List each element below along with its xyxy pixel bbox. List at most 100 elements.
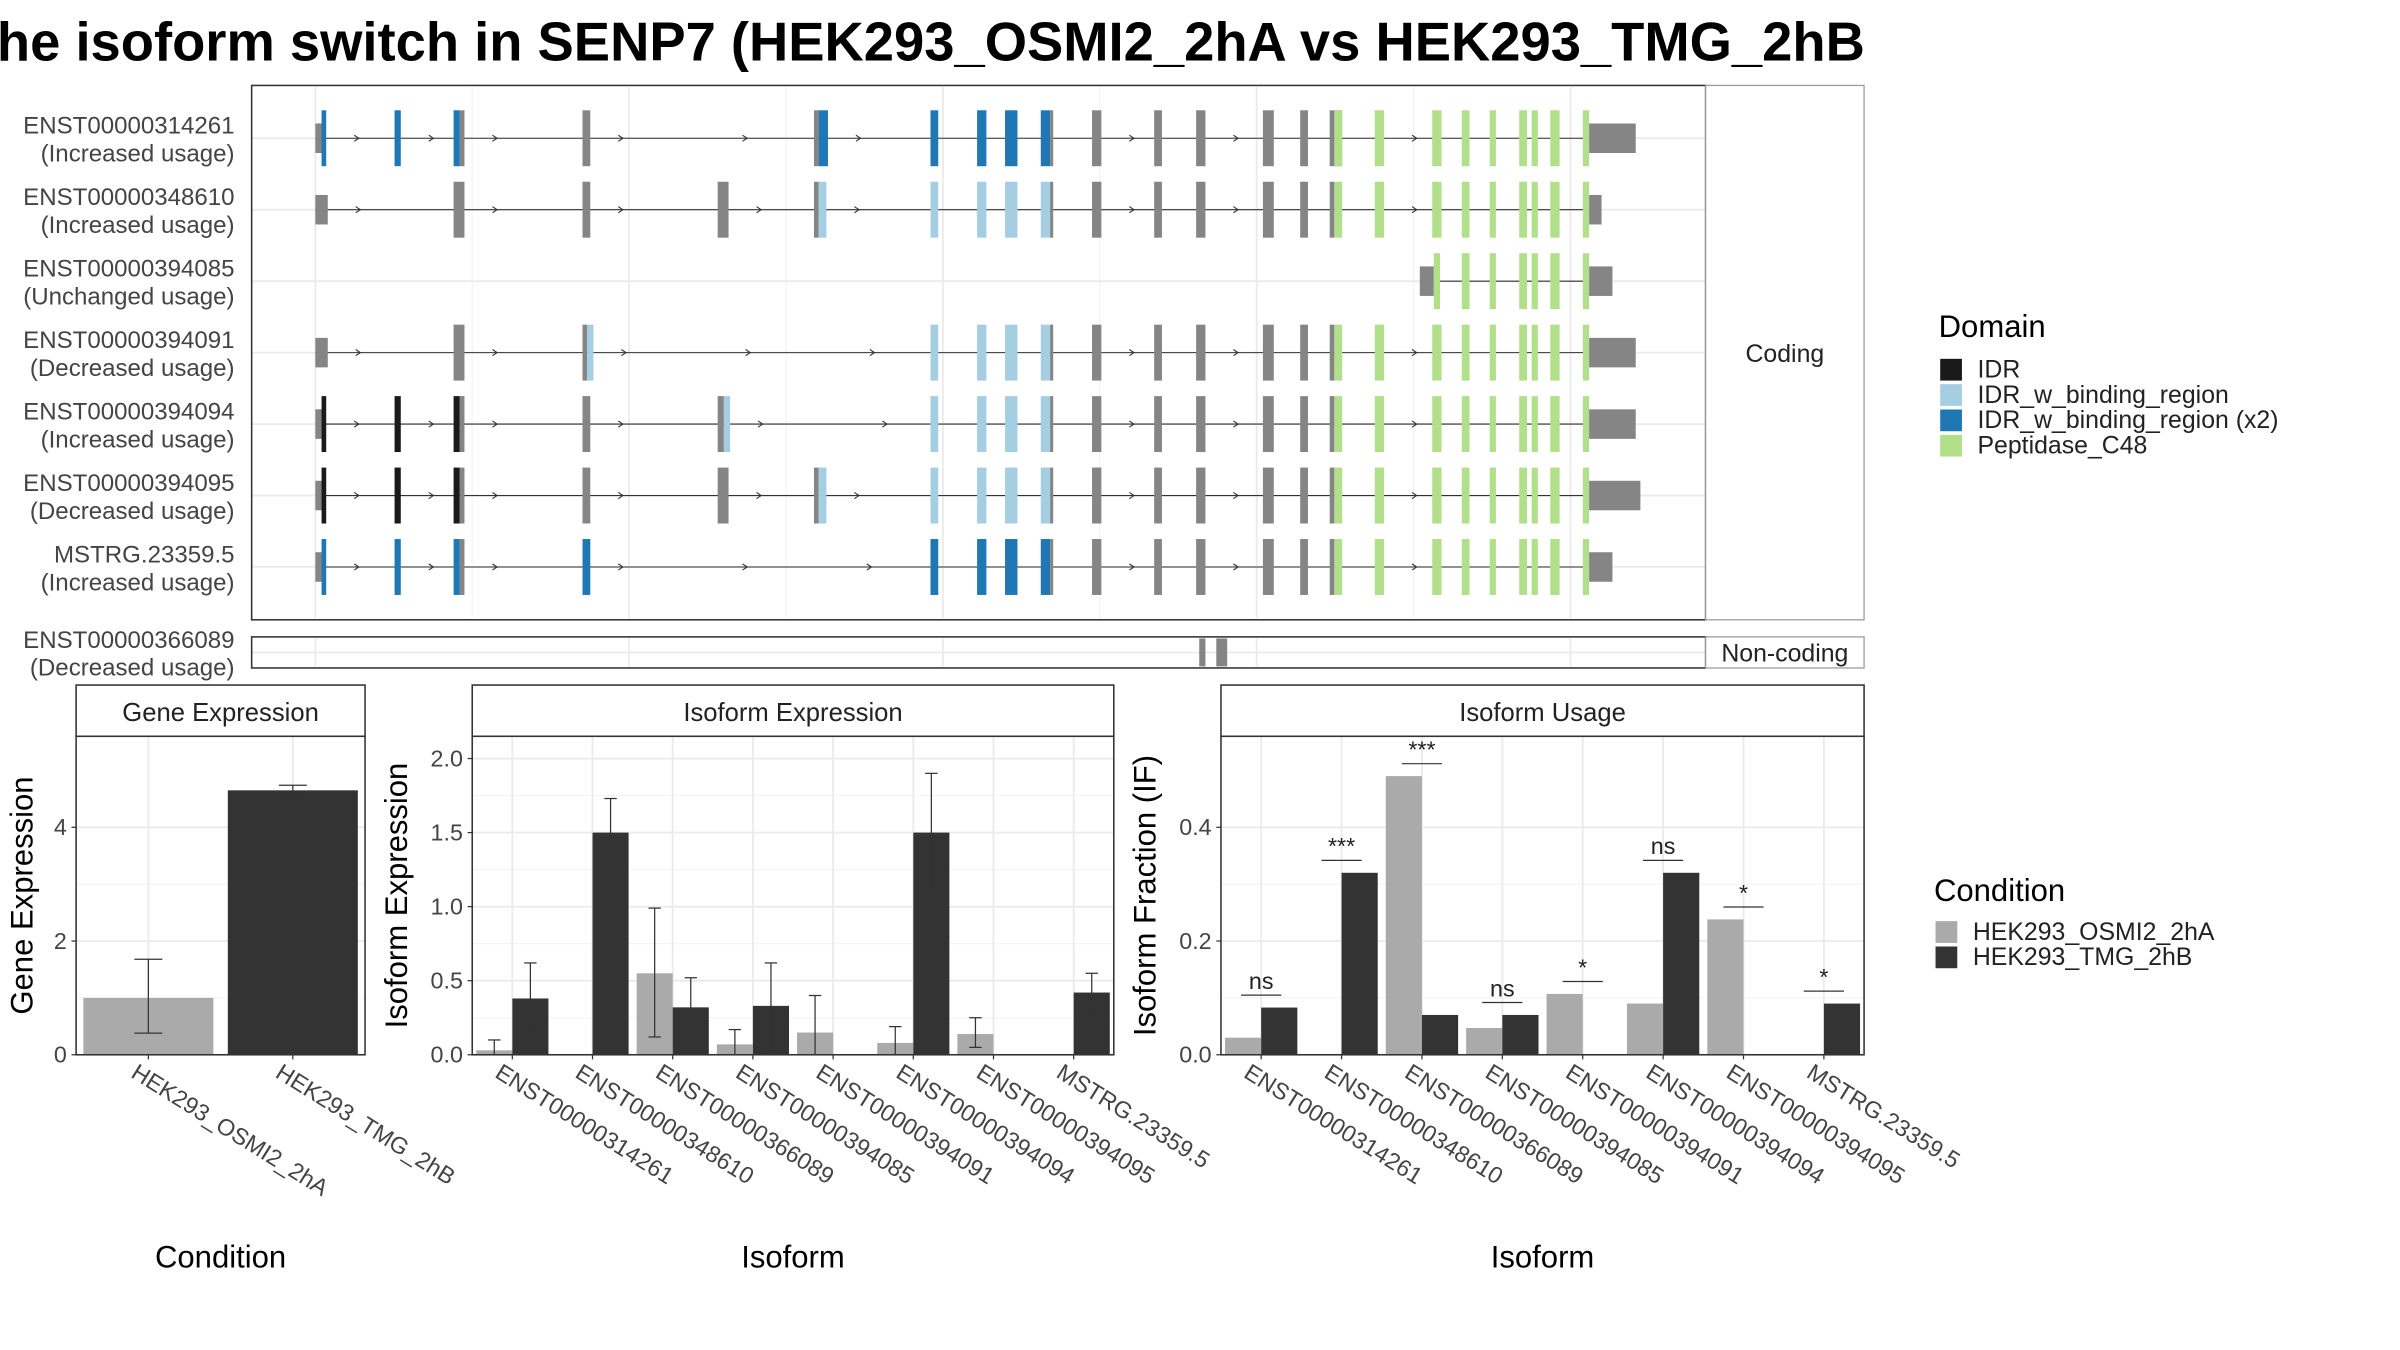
domain-exon [930,110,939,167]
plot-area [472,736,1114,1055]
domain-exon [1519,324,1527,381]
domain-exon [587,324,594,381]
exon [1262,467,1274,524]
bar [1626,1003,1664,1055]
direction-arrow [1233,349,1240,357]
facet-label-noncoding: Non-coding [1721,641,1848,668]
transcript-label: ENST00000394091 [23,327,234,354]
plot-border [1220,735,1865,1056]
domain-exon [394,110,401,167]
domain-exon [1374,467,1385,524]
significance-label: * [1819,964,1828,990]
exon [1329,181,1335,238]
exon [582,467,591,524]
domain-exon [1432,539,1442,595]
transcript-label: ENST00000366089 [23,627,234,654]
exon [1329,324,1335,381]
direction-arrow [1233,491,1240,500]
direction-arrow [854,491,861,500]
bar [1421,1014,1459,1055]
domain-exon [1582,181,1590,238]
domain-exon [930,324,939,381]
domain-exon [321,110,327,167]
exon [717,181,729,238]
direction-arrow [742,563,749,571]
y-tick-label: 0.5 [431,967,463,993]
domain-exon [1531,467,1538,524]
domain-exon [1005,467,1018,524]
exon [1300,396,1308,453]
exon [1262,181,1274,238]
domain-exon [1374,324,1385,381]
domain-exon [582,539,591,595]
condition-legend-label: HEK293_TMG_2hB [1973,944,2193,971]
domain-exon [1374,396,1385,453]
direction-arrow [1411,349,1418,357]
transcript-usage-label: (Decreased usage) [30,655,235,682]
domain-exon [1334,467,1343,524]
domain-exon [1005,324,1018,381]
domain-exon [1519,181,1527,238]
exon [1050,539,1054,595]
domain-exon [1550,110,1560,167]
domain-legend-title: Domain [1939,309,2046,344]
transcript-track [315,110,1636,167]
exon [1329,539,1335,595]
domain-legend-key [1940,358,1962,381]
bar [227,790,358,1055]
direction-arrow [1129,563,1135,571]
domain-exon [930,396,939,453]
y-tick-label: 1.0 [431,893,463,919]
direction-arrow [621,349,627,357]
exon [1262,324,1274,381]
direction-arrow [353,420,360,428]
domain-exon [1519,396,1527,453]
significance-label: *** [1328,833,1355,859]
exon [717,467,729,524]
domain-exon [1531,253,1538,310]
figure-title: he isoform switch in SENP7 (HEK293_OSMI2… [0,12,1865,73]
domain-exon [1432,324,1442,381]
panel-title-strip [75,684,366,738]
transcript-track [315,539,1613,595]
exon [1199,638,1206,667]
utr-exon [1589,123,1636,154]
domain-exon [1461,539,1470,595]
direction-arrow [1411,420,1418,428]
domain-exon [1550,467,1560,524]
domain-exon [321,467,327,524]
domain-exon [394,467,401,524]
domain-exon [1005,181,1018,238]
domain-exon [453,539,460,595]
direction-arrow [1129,206,1135,214]
direction-arrow [617,134,624,142]
direction-arrow [1129,420,1135,428]
exon [1300,467,1308,524]
domain-exon [723,396,731,453]
utr-exon [1589,552,1613,582]
exon [315,409,324,439]
domain-exon [977,110,987,167]
condition-legend-label: HEK293_OSMI2_2hA [1973,919,2215,946]
exon [582,110,591,167]
exon [1196,324,1206,381]
domain-legend-label: IDR_w_binding_region (x2) [1977,407,2278,434]
domain-exon [977,396,987,453]
domain-exon [1040,396,1051,453]
domain-exon [1334,324,1343,381]
direction-arrow [355,349,362,357]
domain-exon [1489,467,1496,524]
plot-border [75,735,366,1056]
domain-exon [1374,539,1385,595]
exon [1329,467,1335,524]
direction-arrow [617,491,624,500]
transcript-usage-label: (Unchanged usage) [23,283,234,310]
domain-exon [1461,467,1470,524]
y-axis-title: Isoform Expression [379,763,414,1029]
exon [459,110,465,167]
domain-exon [1432,467,1442,524]
domain-exon [977,181,987,238]
transcript-usage-label: (Increased usage) [41,212,235,239]
exon [1262,539,1274,595]
transcript-track [315,324,1636,381]
